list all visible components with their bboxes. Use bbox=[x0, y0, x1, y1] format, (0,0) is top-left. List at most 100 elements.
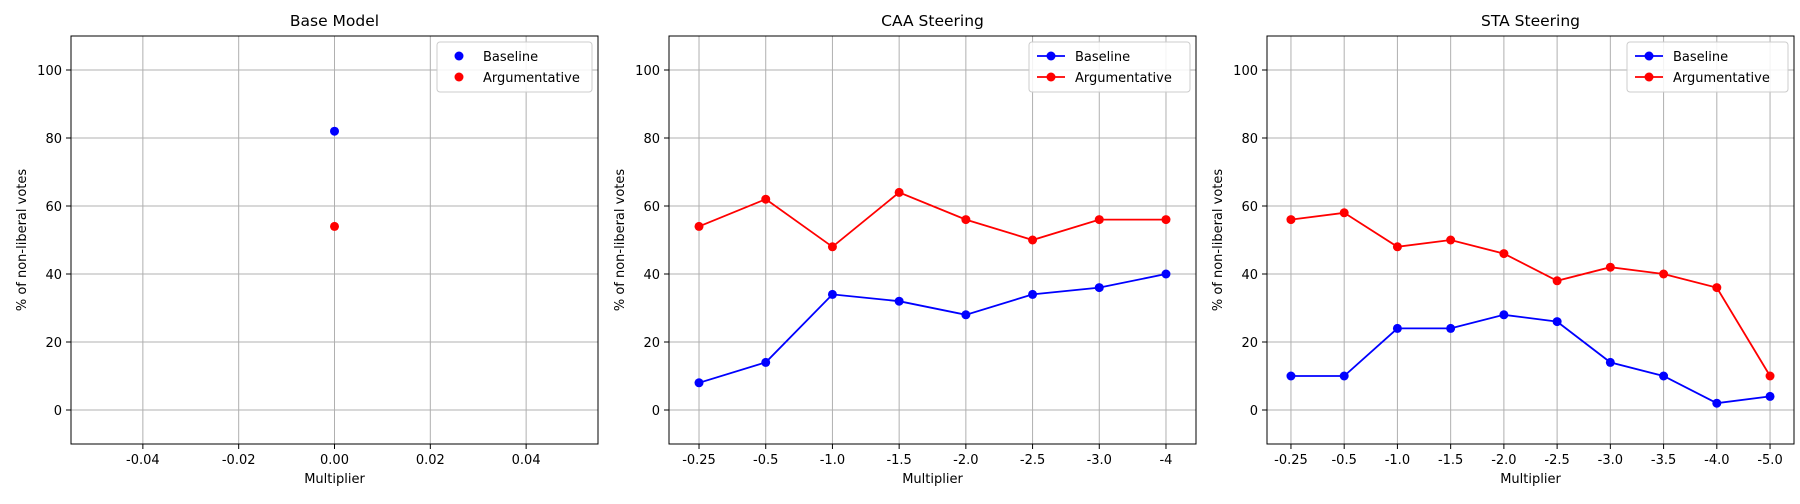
x-tick-label: -2.0 bbox=[1491, 453, 1516, 468]
x-tick-label: 0.02 bbox=[416, 453, 445, 468]
data-point bbox=[894, 187, 904, 197]
x-tick-label: -0.25 bbox=[682, 453, 716, 468]
chart-title: CAA Steering bbox=[881, 12, 984, 30]
y-tick-label: 80 bbox=[1241, 132, 1258, 147]
data-point bbox=[1094, 283, 1104, 293]
legend: Baseline Argumentative bbox=[436, 41, 593, 93]
series-line bbox=[698, 191, 1166, 248]
data-point bbox=[1765, 391, 1775, 401]
x-tick-label: 0.00 bbox=[320, 453, 349, 468]
legend-box bbox=[436, 41, 593, 93]
data-point bbox=[827, 289, 837, 299]
y-tick-label: 20 bbox=[643, 336, 660, 351]
legend-box bbox=[1626, 41, 1789, 93]
data-point bbox=[1712, 398, 1722, 408]
x-tick-label: -2.0 bbox=[953, 453, 978, 468]
legend-marker bbox=[1644, 72, 1654, 82]
y-tick-label: 80 bbox=[643, 132, 660, 147]
data-point bbox=[694, 378, 704, 388]
data-point bbox=[1339, 208, 1349, 218]
chart-title: STA Steering bbox=[1481, 12, 1580, 30]
data-point bbox=[1446, 235, 1456, 245]
data-point bbox=[1028, 235, 1038, 245]
data-point bbox=[1499, 310, 1509, 320]
x-axis-label: Multiplier bbox=[304, 472, 365, 487]
y-tick-label: 0 bbox=[652, 404, 660, 419]
y-tick-label: 40 bbox=[643, 268, 660, 283]
legend: Baseline Argumentative bbox=[1028, 41, 1191, 93]
y-tick-label: 100 bbox=[1233, 64, 1258, 79]
legend-label: Baseline bbox=[483, 50, 538, 65]
data-point bbox=[1552, 317, 1562, 327]
data-point bbox=[1161, 215, 1171, 225]
axes-frame bbox=[1266, 35, 1795, 445]
y-axis-label: % of non-liberal votes bbox=[613, 169, 628, 312]
legend-label: Baseline bbox=[1673, 50, 1728, 65]
data-point bbox=[1392, 242, 1402, 252]
x-tick-label: -2.5 bbox=[1544, 453, 1569, 468]
y-tick-label: 0 bbox=[1250, 404, 1258, 419]
x-tick-label: -0.5 bbox=[753, 453, 778, 468]
y-axis-label: % of non-liberal votes bbox=[15, 169, 30, 312]
x-tick-label: -2.5 bbox=[1020, 453, 1045, 468]
data-point bbox=[761, 194, 771, 204]
data-point bbox=[1094, 215, 1104, 225]
x-tick-label: -1.5 bbox=[886, 453, 911, 468]
data-point bbox=[1552, 276, 1562, 286]
legend-marker bbox=[1046, 72, 1056, 82]
data-point bbox=[1446, 323, 1456, 333]
data-point bbox=[1659, 269, 1669, 279]
data-point bbox=[1605, 262, 1615, 272]
y-tick-label: 100 bbox=[37, 64, 62, 79]
x-axis-label: Multiplier bbox=[1500, 472, 1561, 487]
x-tick-label: -0.02 bbox=[222, 453, 256, 468]
series-line bbox=[1290, 211, 1771, 377]
legend-label: Argumentative bbox=[1673, 71, 1770, 86]
y-tick-label: 40 bbox=[1241, 268, 1258, 283]
x-tick-label: -4.0 bbox=[1704, 453, 1729, 468]
data-point bbox=[1339, 371, 1349, 381]
x-axis-label: Multiplier bbox=[902, 472, 963, 487]
legend-marker bbox=[454, 72, 464, 82]
data-point bbox=[694, 221, 704, 231]
legend-marker bbox=[1644, 51, 1654, 61]
data-point bbox=[330, 221, 339, 231]
legend-label: Argumentative bbox=[483, 71, 580, 86]
y-tick-label: 100 bbox=[635, 64, 660, 79]
axes-frame bbox=[70, 35, 599, 445]
legend-marker bbox=[454, 51, 464, 61]
x-tick-label: -1.0 bbox=[820, 453, 845, 468]
x-tick-label: -3.0 bbox=[1087, 453, 1112, 468]
chart-title: Base Model bbox=[290, 12, 379, 30]
data-point bbox=[894, 296, 904, 306]
series-line bbox=[1290, 313, 1771, 405]
data-point bbox=[1499, 249, 1509, 259]
y-tick-label: 0 bbox=[54, 404, 62, 419]
x-tick-label: -4 bbox=[1159, 453, 1172, 468]
x-tick-label: -0.5 bbox=[1331, 453, 1356, 468]
y-tick-label: 80 bbox=[45, 132, 62, 147]
x-tick-label: 0.04 bbox=[512, 453, 541, 468]
data-point bbox=[961, 310, 971, 320]
data-point bbox=[761, 357, 771, 367]
data-point bbox=[1286, 371, 1296, 381]
legend-label: Argumentative bbox=[1075, 71, 1172, 86]
data-point bbox=[1028, 289, 1038, 299]
y-tick-label: 40 bbox=[45, 268, 62, 283]
x-tick-label: -0.04 bbox=[126, 453, 160, 468]
data-point bbox=[330, 126, 339, 136]
x-tick-label: -3.0 bbox=[1598, 453, 1623, 468]
y-axis-label: % of non-liberal votes bbox=[1211, 169, 1226, 312]
x-tick-label: -1.0 bbox=[1385, 453, 1410, 468]
data-point bbox=[1605, 357, 1615, 367]
legend-box bbox=[1028, 41, 1191, 93]
data-point bbox=[1659, 371, 1669, 381]
data-point bbox=[961, 215, 971, 225]
y-tick-label: 60 bbox=[1241, 200, 1258, 215]
y-tick-label: 20 bbox=[45, 336, 62, 351]
data-point bbox=[1286, 215, 1296, 225]
data-point bbox=[827, 242, 837, 252]
x-tick-label: -3.5 bbox=[1651, 453, 1676, 468]
